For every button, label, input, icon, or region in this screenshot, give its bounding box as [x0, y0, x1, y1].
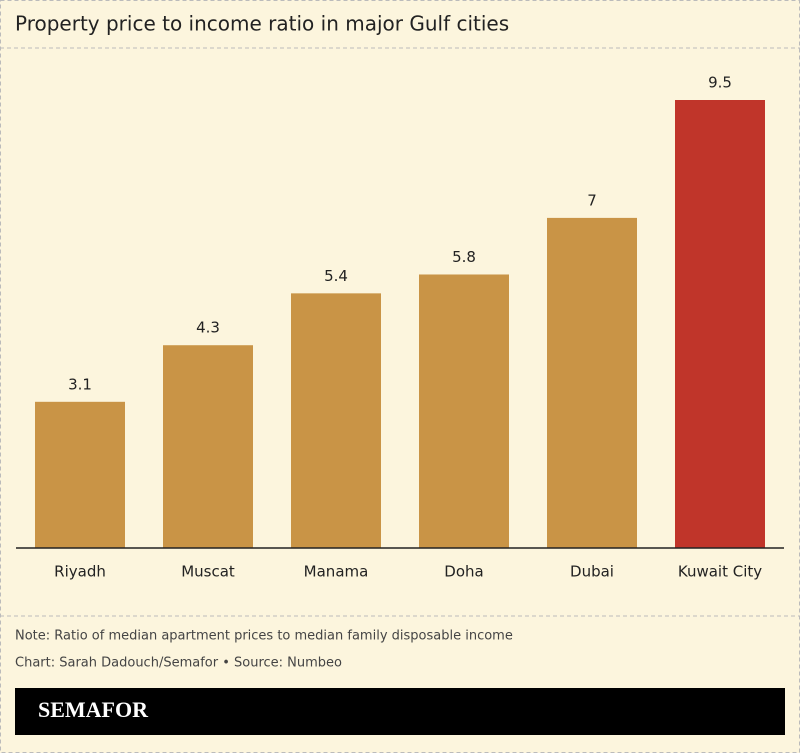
- x-tick-label: Muscat: [181, 563, 235, 581]
- value-label: 9.5: [708, 74, 732, 92]
- x-tick-label: Doha: [444, 563, 483, 581]
- bar: [419, 274, 509, 548]
- footer-band: [15, 688, 785, 735]
- bar: [163, 345, 253, 548]
- value-label: 4.3: [196, 319, 220, 337]
- bar: [675, 100, 765, 548]
- source: Chart: Sarah Dadouch/Semafor • Source: N…: [15, 656, 342, 671]
- value-label: 5.4: [324, 267, 348, 285]
- x-tick-label: Kuwait City: [678, 563, 762, 581]
- brand-logo: SEMAFOR: [38, 697, 149, 722]
- x-tick-label: Riyadh: [54, 563, 106, 581]
- x-tick-label: Manama: [304, 563, 369, 581]
- chart-title: Property price to income ratio in major …: [15, 12, 509, 36]
- value-label: 3.1: [68, 375, 92, 393]
- value-label: 5.8: [452, 248, 476, 266]
- value-label: 7: [587, 191, 597, 209]
- note: Note: Ratio of median apartment prices t…: [15, 629, 513, 644]
- x-tick-label: Dubai: [570, 563, 614, 581]
- bar: [291, 293, 381, 548]
- bar: [35, 401, 125, 548]
- bar: [547, 217, 637, 549]
